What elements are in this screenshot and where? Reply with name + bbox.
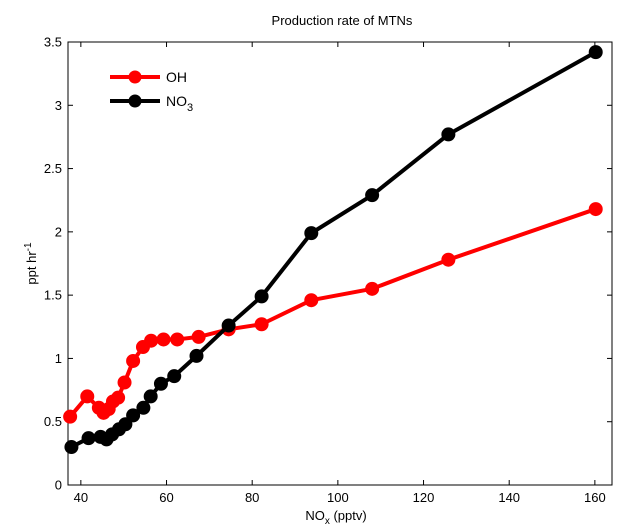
data-point — [80, 389, 95, 404]
x-tick-label: 80 — [245, 490, 259, 505]
data-point — [221, 318, 236, 333]
data-point — [63, 409, 78, 424]
data-point — [156, 332, 171, 347]
x-tick-label: 60 — [159, 490, 173, 505]
data-point — [365, 281, 380, 296]
plot-frame — [67, 41, 613, 486]
data-point — [144, 333, 159, 348]
data-point — [170, 332, 185, 347]
chart-title: Production rate of MTNs — [272, 13, 413, 28]
data-point — [191, 329, 206, 344]
data-point — [254, 317, 269, 332]
x-tick-label: 140 — [498, 490, 520, 505]
data-point — [441, 252, 456, 267]
data-point — [126, 408, 141, 423]
series-1 — [64, 45, 603, 455]
y-tick-label: 2.5 — [44, 161, 62, 176]
data-point — [441, 127, 456, 142]
data-point — [189, 348, 204, 363]
data-point — [304, 226, 319, 241]
data-point — [143, 389, 158, 404]
y-axis-label: ppt hr-1 — [23, 242, 39, 285]
legend: OH NO3 — [110, 69, 193, 114]
data-point — [588, 202, 603, 217]
legend-marker — [128, 94, 142, 108]
data-point — [167, 369, 182, 384]
x-axis-label: NOx (pptv) — [305, 508, 366, 527]
legend-label: NO3 — [166, 93, 193, 114]
data-point — [64, 440, 79, 455]
data-point — [365, 188, 380, 203]
series-line — [70, 50, 597, 449]
legend-marker — [128, 70, 142, 84]
x-tick-label: 160 — [584, 490, 606, 505]
x-tick-label: 120 — [413, 490, 435, 505]
data-point — [111, 390, 126, 405]
data-point — [304, 293, 319, 308]
data-point — [588, 45, 603, 60]
x-tick-label: 40 — [74, 490, 88, 505]
series-line — [68, 207, 597, 418]
data-point — [254, 289, 269, 304]
y-tick-label: 3.5 — [44, 35, 62, 50]
series-0 — [63, 202, 603, 424]
y-tick-label: 0 — [55, 478, 62, 493]
data-point — [126, 353, 141, 368]
y-tick-label: 1 — [55, 351, 62, 366]
y-tick-label: 0.5 — [44, 414, 62, 429]
data-point — [153, 376, 168, 391]
y-tick-label: 2 — [55, 224, 62, 239]
y-tick-label: 1.5 — [44, 288, 62, 303]
x-tick-label: 100 — [327, 490, 349, 505]
y-tick-label: 3 — [55, 98, 62, 113]
data-point — [117, 375, 132, 390]
data-point — [118, 417, 133, 432]
legend-label: OH — [166, 69, 187, 85]
data-point — [136, 400, 151, 415]
data-point — [81, 431, 96, 446]
